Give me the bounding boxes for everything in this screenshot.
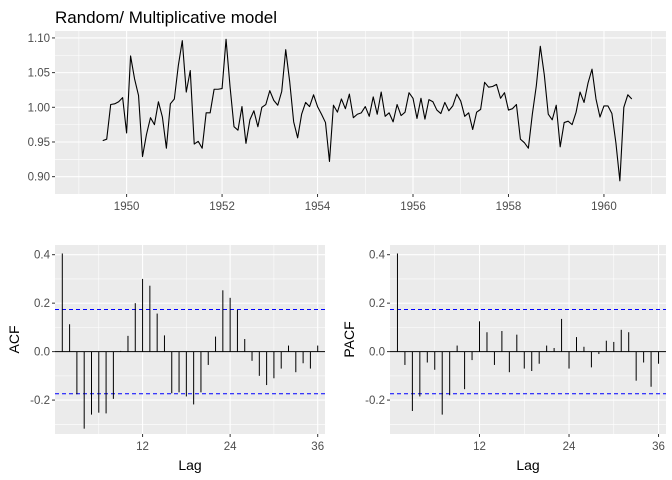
pacf-y-tick-label: 0.0	[369, 347, 385, 359]
acf-y-tick-label: 0.4	[34, 250, 51, 262]
time-series-x-tick-label: 1952	[209, 201, 235, 213]
time-series-y-tick-label: 1.05	[28, 68, 50, 80]
pacf-y-tick-label: -0.2	[365, 395, 385, 407]
pacf-axes: 12 24 36 -0.2 0.0 0.2 0.4	[365, 250, 665, 453]
time-series-x-tick-label: 1954	[305, 201, 331, 213]
acf-plot-background	[55, 245, 325, 434]
acf-bars	[55, 253, 325, 429]
pacf-x-tick-label: 24	[563, 441, 576, 453]
pacf-y-axis-title: PACF	[341, 321, 357, 357]
pacf-x-tick-label: 36	[652, 441, 665, 453]
acf-y-tick-label: -0.2	[30, 395, 50, 407]
time-series-y-tick-label: 1.00	[28, 102, 50, 114]
time-series-y-tick-label: 0.95	[28, 137, 50, 149]
time-series-x-tick-label: 1960	[591, 201, 617, 213]
time-series-panel: 1950 1952 1954 1956 1958 1960 0.90 0.95 1.00 1.05…	[28, 31, 666, 213]
time-series-x-tick-label: 1950	[114, 201, 140, 213]
time-series-y-tick-label: 0.90	[28, 172, 50, 184]
pacf-bars	[390, 253, 666, 415]
time-series-line	[102, 38, 633, 182]
acf-y-tick-label: 0.0	[34, 347, 50, 359]
acf-y-axis-title: ACF	[6, 326, 22, 354]
acf-x-axis-title: Lag	[178, 457, 201, 473]
time-series-x-tick-label: 1956	[400, 201, 426, 213]
pacf-y-tick-label: 0.4	[369, 250, 386, 262]
acf-axes: 12 24 36 -0.2 0.0 0.2 0.4	[30, 250, 324, 453]
pacf-x-axis-title: Lag	[516, 457, 539, 473]
time-series-gridlines	[55, 31, 666, 194]
acf-x-tick-label: 24	[224, 441, 237, 453]
time-series-axes: 1950 1952 1954 1956 1958 1960 0.90 0.95 1.00 1.05…	[28, 33, 617, 213]
pacf-plot-background	[390, 245, 666, 434]
pacf-panel: 12 24 36 -0.2 0.0 0.2 0.4 Lag PACF	[341, 245, 666, 473]
time-series-x-tick-label: 1958	[496, 201, 522, 213]
time-series-y-tick-label: 1.10	[28, 33, 50, 45]
pacf-y-tick-label: 0.2	[369, 298, 385, 310]
acf-panel: 12 24 36 -0.2 0.0 0.2 0.4 Lag ACF	[6, 245, 325, 473]
chart-title: Random/ Multiplicative model	[55, 8, 277, 27]
acf-x-tick-label: 36	[311, 441, 324, 453]
pacf-x-tick-label: 12	[473, 441, 486, 453]
acf-x-tick-label: 12	[136, 441, 149, 453]
acf-y-tick-label: 0.2	[34, 298, 50, 310]
